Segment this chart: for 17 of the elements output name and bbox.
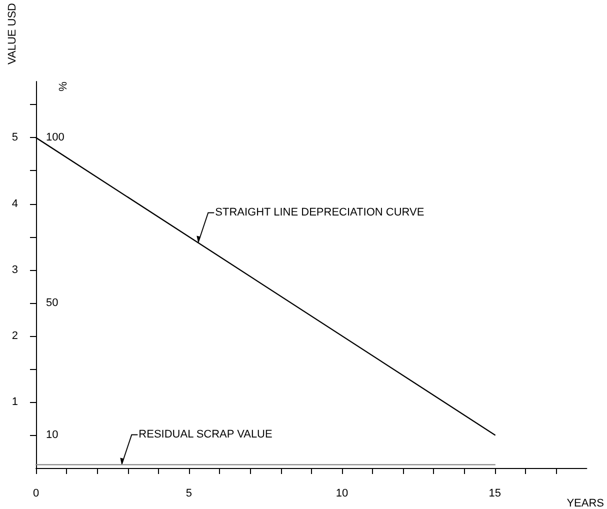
annotation: STRAIGHT LINE DEPRECIATION CURVE xyxy=(215,206,424,219)
y-tick-label: 4 xyxy=(12,198,18,210)
x-tick-label: 5 xyxy=(186,488,192,500)
y-axis-title: VALUE USD xyxy=(6,2,18,65)
y2-axis-title: % xyxy=(58,81,70,92)
y-tick-label: 5 xyxy=(12,132,18,144)
y2-tick-label: 10 xyxy=(46,428,58,441)
x-tick-label: 15 xyxy=(488,488,502,500)
annotation: RESIDUAL SCRAP VALUE xyxy=(138,428,272,441)
y-tick-label: 1 xyxy=(12,396,18,408)
y2-tick-label: 50 xyxy=(46,296,58,309)
y2-tick-label: 100 xyxy=(46,132,64,144)
x-axis-title: YEARS xyxy=(566,498,604,509)
y-tick-label: 2 xyxy=(12,330,18,342)
x-tick-label: 10 xyxy=(336,488,348,500)
x-tick-label: 0 xyxy=(32,488,40,500)
y-tick-label: 3 xyxy=(12,264,18,276)
